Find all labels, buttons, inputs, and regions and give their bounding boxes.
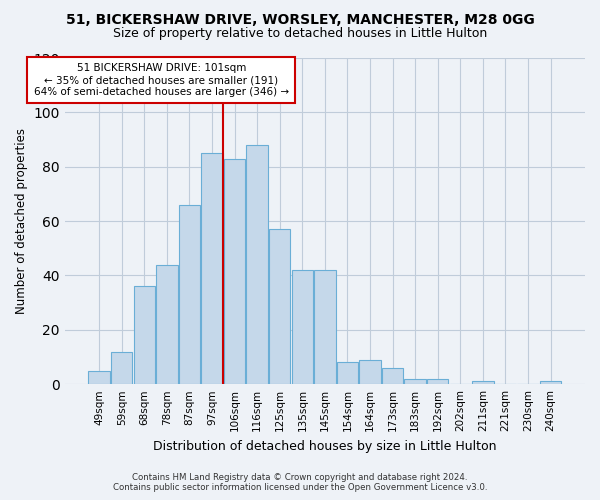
Bar — [179, 205, 200, 384]
Bar — [269, 229, 290, 384]
Bar — [202, 153, 223, 384]
Bar — [247, 145, 268, 384]
Text: Contains HM Land Registry data © Crown copyright and database right 2024.
Contai: Contains HM Land Registry data © Crown c… — [113, 473, 487, 492]
Bar — [224, 158, 245, 384]
Text: 51 BICKERSHAW DRIVE: 101sqm
← 35% of detached houses are smaller (191)
64% of se: 51 BICKERSHAW DRIVE: 101sqm ← 35% of det… — [34, 64, 289, 96]
Bar — [111, 352, 133, 384]
Bar — [156, 264, 178, 384]
Y-axis label: Number of detached properties: Number of detached properties — [15, 128, 28, 314]
Bar — [472, 382, 494, 384]
Bar — [382, 368, 403, 384]
X-axis label: Distribution of detached houses by size in Little Hulton: Distribution of detached houses by size … — [153, 440, 497, 452]
Text: Size of property relative to detached houses in Little Hulton: Size of property relative to detached ho… — [113, 28, 487, 40]
Bar — [427, 378, 448, 384]
Bar — [88, 370, 110, 384]
Bar — [314, 270, 335, 384]
Bar — [134, 286, 155, 384]
Bar — [337, 362, 358, 384]
Bar — [359, 360, 381, 384]
Bar — [540, 382, 562, 384]
Bar — [292, 270, 313, 384]
Bar — [404, 378, 426, 384]
Text: 51, BICKERSHAW DRIVE, WORSLEY, MANCHESTER, M28 0GG: 51, BICKERSHAW DRIVE, WORSLEY, MANCHESTE… — [65, 12, 535, 26]
